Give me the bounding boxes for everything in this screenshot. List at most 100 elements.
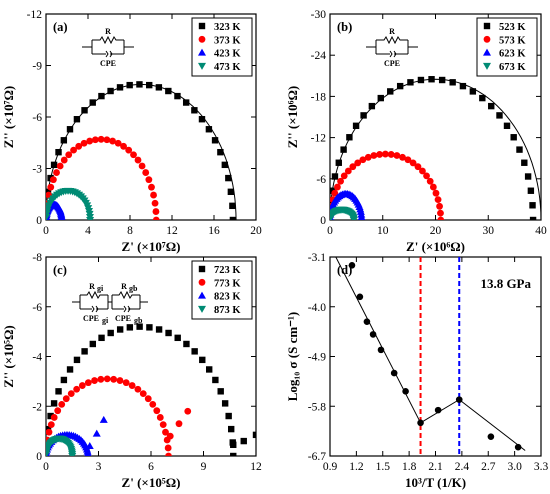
data-point bbox=[153, 407, 161, 415]
data-point bbox=[54, 407, 62, 415]
data-point bbox=[402, 388, 409, 395]
data-point bbox=[349, 163, 357, 171]
series-673-K bbox=[330, 206, 358, 220]
data-point bbox=[134, 385, 142, 393]
data-point bbox=[152, 208, 160, 215]
data-point bbox=[514, 443, 522, 451]
cpe-symbol bbox=[389, 50, 393, 58]
data-point bbox=[407, 79, 414, 86]
data-point bbox=[529, 216, 537, 220]
data-point bbox=[85, 213, 94, 220]
data-point bbox=[139, 390, 147, 398]
data-point bbox=[120, 142, 127, 150]
data-point bbox=[479, 94, 486, 102]
y-tick-label: -24 bbox=[311, 50, 327, 62]
data-point bbox=[429, 183, 437, 191]
cpe-symbol bbox=[95, 305, 99, 313]
resistor-symbol bbox=[80, 290, 108, 300]
data-point bbox=[414, 163, 422, 171]
data-point bbox=[175, 420, 183, 428]
x-tick-label: 20 bbox=[250, 225, 262, 237]
legend-marker bbox=[198, 48, 206, 56]
circuit-label-r: R bbox=[121, 282, 127, 291]
data-point bbox=[55, 148, 62, 156]
plot-area bbox=[46, 81, 237, 220]
data-point bbox=[164, 444, 172, 452]
y-tick-label: -2 bbox=[32, 401, 42, 413]
data-point bbox=[469, 88, 477, 95]
x-tick-label: 16 bbox=[208, 225, 220, 237]
data-point bbox=[432, 189, 440, 197]
data-point bbox=[516, 146, 523, 153]
data-point bbox=[66, 366, 74, 373]
legend-entry: 423 K bbox=[214, 49, 241, 60]
x-tick-label: 6 bbox=[148, 461, 154, 473]
plot-area bbox=[46, 323, 256, 456]
data-point bbox=[156, 414, 164, 421]
data-point bbox=[130, 151, 137, 159]
x-axis-label: 10³/T (1/K) bbox=[405, 475, 466, 490]
data-point bbox=[428, 76, 435, 83]
data-point bbox=[198, 116, 206, 123]
legend-entry: 523 K bbox=[499, 22, 526, 33]
data-point bbox=[50, 414, 58, 421]
data-point bbox=[211, 137, 219, 144]
data-point bbox=[436, 202, 443, 210]
x-tick-label: 0 bbox=[43, 225, 49, 237]
cpe-symbol bbox=[105, 50, 109, 58]
data-point bbox=[107, 329, 114, 337]
x-tick-label: 40 bbox=[535, 225, 547, 237]
y-tick-label: -12 bbox=[311, 133, 327, 145]
data-point bbox=[126, 324, 134, 331]
data-point bbox=[85, 442, 94, 450]
plot-area bbox=[335, 257, 526, 456]
data-point bbox=[359, 156, 367, 164]
cpe-symbol bbox=[109, 50, 113, 58]
data-point bbox=[142, 169, 150, 176]
nyquist-panel-a: 0 4 8 12 16 20 0 -3 -6 -9 -12 Z' (×10⁷Ω) Z'' (×10⁷Ω)… bbox=[1, 9, 262, 254]
legend-marker bbox=[198, 35, 206, 43]
x-axis-label: Z' (×10⁶Ω) bbox=[406, 239, 465, 254]
data-point bbox=[182, 99, 190, 106]
data-point bbox=[47, 421, 55, 429]
x-tick-label: 2.7 bbox=[481, 461, 496, 473]
data-point bbox=[455, 396, 463, 403]
y-tick-label: -6 bbox=[316, 174, 326, 186]
data-point bbox=[409, 159, 417, 167]
y-tick-label: -30 bbox=[311, 9, 327, 21]
data-point bbox=[363, 318, 371, 325]
legend-marker bbox=[198, 291, 206, 299]
x-tick-label: 1.2 bbox=[349, 461, 364, 473]
data-point bbox=[184, 407, 192, 415]
data-point bbox=[98, 334, 105, 342]
data-point bbox=[125, 146, 133, 154]
data-point bbox=[122, 379, 130, 387]
data-point bbox=[97, 375, 105, 383]
data-point bbox=[50, 161, 58, 169]
data-point bbox=[159, 421, 167, 429]
panel-label: (a) bbox=[53, 20, 68, 34]
data-point bbox=[368, 102, 376, 110]
data-point bbox=[205, 126, 213, 133]
data-point bbox=[434, 196, 442, 204]
legend-entry: 673 K bbox=[499, 62, 526, 73]
data-point bbox=[487, 433, 495, 440]
data-point bbox=[68, 453, 77, 456]
y-tick-label: -4.0 bbox=[308, 302, 326, 314]
data-point bbox=[434, 406, 442, 414]
data-point bbox=[50, 400, 58, 407]
circuit-label-cpe-sub: gi bbox=[102, 316, 109, 325]
data-point bbox=[146, 81, 153, 89]
y-tick-label: -4 bbox=[32, 352, 42, 364]
circuit-label-cpe: CPE bbox=[83, 314, 99, 323]
legend-entry: 473 K bbox=[214, 62, 241, 73]
x-tick-label: 2.4 bbox=[455, 461, 470, 473]
data-point bbox=[91, 136, 99, 144]
legend-marker bbox=[483, 22, 491, 30]
data-point bbox=[116, 326, 124, 333]
circuit-label-cpe-sub: gb bbox=[134, 316, 143, 325]
data-point bbox=[225, 174, 232, 182]
data-point bbox=[331, 189, 339, 197]
circuit-label-r-sub: gi bbox=[97, 284, 104, 293]
y-axis-label: Z'' (×10⁶Ω) bbox=[285, 86, 300, 149]
